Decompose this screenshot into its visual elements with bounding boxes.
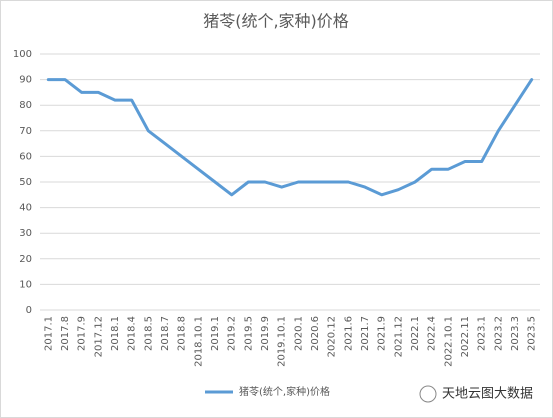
y-tick-label: 30 [19, 228, 32, 239]
y-tick-label: 40 [19, 203, 32, 214]
x-tick-label: 2017.1 [43, 316, 54, 351]
watermark-text: 天地云图大数据 [442, 387, 533, 402]
y-tick-label: 0 [26, 305, 32, 316]
legend-label: 猪苓(统个,家种)价格 [239, 385, 330, 398]
chart-title: 猪苓(统个,家种)价格 [203, 12, 349, 31]
x-tick-label: 2018.10.1 [193, 316, 204, 367]
x-tick-label: 2022.11 [460, 316, 471, 357]
x-tick-label: 2021.9 [377, 316, 388, 351]
watermark: 天地云图大数据 [419, 385, 533, 403]
x-tick-label: 2018.7 [160, 316, 171, 351]
x-tick-label: 2020.6 [310, 316, 321, 351]
y-tick-label: 10 [19, 279, 32, 290]
x-tick-label: 2023.1 [477, 316, 488, 351]
x-tick-label: 2023.3 [510, 316, 521, 351]
x-tick-label: 2020.12 [327, 316, 338, 357]
x-tick-label: 2017.12 [93, 316, 104, 357]
x-tick-label: 2019.2 [227, 316, 238, 351]
x-tick-label: 2018.5 [143, 316, 154, 351]
x-tick-label: 2019.5 [243, 316, 254, 351]
y-tick-label: 60 [19, 151, 32, 162]
x-tick-label: 2019.9 [260, 316, 271, 351]
x-tick-label: 2022.10.1 [443, 316, 454, 367]
x-tick-label: 2022.1 [410, 316, 421, 351]
x-tick-label: 2018.1 [110, 316, 121, 351]
watermark-icon [419, 385, 437, 403]
x-tick-label: 2018.4 [127, 316, 138, 351]
x-tick-label: 2023.2 [493, 316, 504, 351]
x-tick-label: 2021.6 [343, 316, 354, 351]
x-tick-label: 2017.8 [60, 316, 71, 351]
x-tick-label: 2021.12 [393, 316, 404, 357]
x-tick-label: 2017.9 [77, 316, 88, 351]
x-tick-label: 2021.7 [360, 316, 371, 351]
x-tick-label: 2018.8 [177, 316, 188, 351]
y-tick-label: 50 [19, 177, 32, 188]
x-tick-label: 2023.5 [527, 316, 538, 351]
line-series [46, 78, 534, 197]
y-tick-label: 90 [19, 75, 32, 86]
y-tick-label: 70 [19, 126, 32, 137]
y-tick-label: 20 [19, 254, 32, 265]
x-tick-label: 2020.1 [293, 316, 304, 351]
y-tick-label: 80 [19, 100, 32, 111]
y-tick-label: 100 [13, 49, 32, 60]
x-tick-label: 2019.1 [210, 316, 221, 351]
x-tick-label: 2019.10.1 [277, 316, 288, 367]
x-tick-label: 2022.4 [427, 316, 438, 351]
